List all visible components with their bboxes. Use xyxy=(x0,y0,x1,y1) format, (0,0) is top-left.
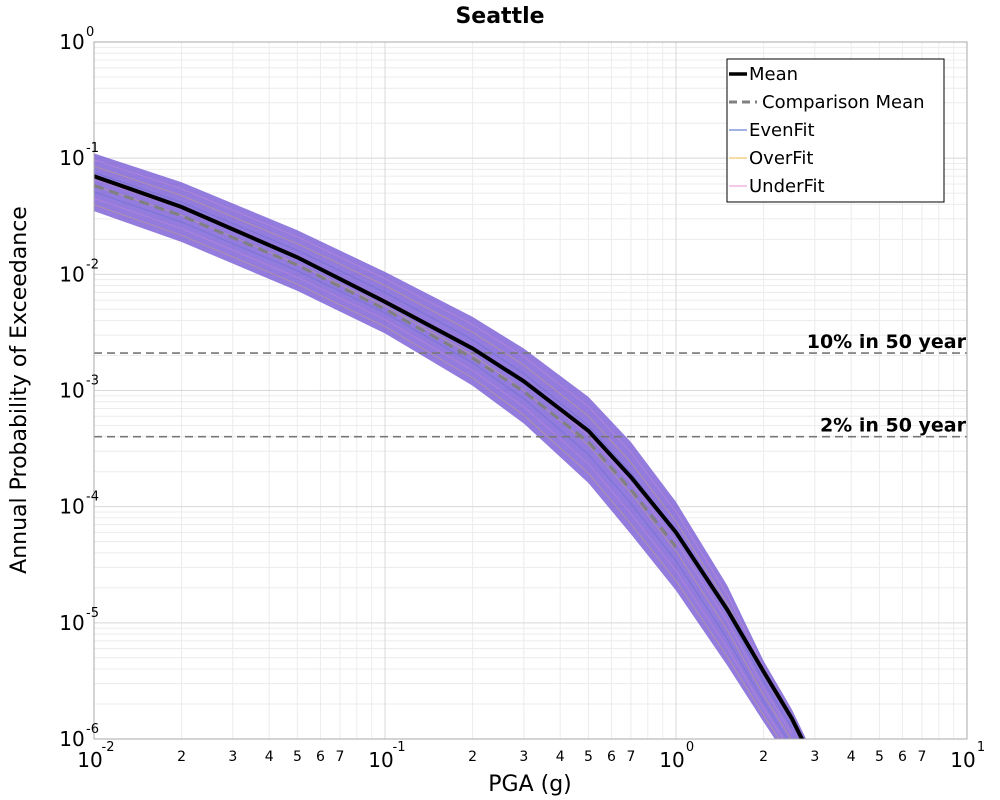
x-minor-tick-label: 5 xyxy=(584,749,593,765)
y-major-tick-label: 10 xyxy=(59,379,84,403)
x-major-tick-exponent: -1 xyxy=(393,740,406,755)
x-minor-tick-label: 2 xyxy=(759,749,768,765)
x-major-tick-exponent: 0 xyxy=(686,740,694,755)
legend-label: OverFit xyxy=(749,148,813,169)
y-major-tick-exponent: -2 xyxy=(86,257,99,272)
x-minor-tick-label: 3 xyxy=(519,749,528,765)
fit-curve xyxy=(94,191,788,739)
x-minor-tick-label: 6 xyxy=(898,749,907,765)
legend-box xyxy=(726,58,945,203)
fit-curve xyxy=(94,165,793,722)
y-major-tick-label: 10 xyxy=(59,495,84,519)
fit-curves-envelope xyxy=(94,153,807,739)
x-minor-tick-label: 4 xyxy=(556,749,565,765)
reference-lines: 10% in 50 year 2% in 50 year xyxy=(94,331,967,438)
mean-series xyxy=(94,174,805,739)
x-minor-tick-label: 4 xyxy=(847,749,856,765)
fit-curve xyxy=(94,197,784,739)
reference-line-label: 10% in 50 year xyxy=(807,331,967,353)
y-major-tick-label: 10 xyxy=(59,611,84,635)
y-major-tick-label: 10 xyxy=(59,262,84,286)
x-axis-label: PGA (g) xyxy=(488,772,572,797)
x-minor-tick-label: 7 xyxy=(626,749,635,765)
legend: Mean Comparison Mean EvenFit OverFit UnderFi… xyxy=(726,58,945,203)
plot-frame xyxy=(93,41,968,740)
x-minor-tick-label: 5 xyxy=(875,749,884,765)
x-minor-tick-label: 3 xyxy=(228,749,237,765)
fit-curve xyxy=(94,204,780,739)
y-major-tick-exponent: -3 xyxy=(86,374,99,389)
legend-label: Comparison Mean xyxy=(762,92,925,113)
legend-label: UnderFit xyxy=(749,176,825,197)
reference-line-label: 2% in 50 year xyxy=(820,415,967,437)
x-major-tick-label: 10 xyxy=(77,748,102,772)
x-minor-tick-label: 4 xyxy=(265,749,274,765)
y-major-tick-exponent: -4 xyxy=(86,490,99,505)
x-major-tick-label: 10 xyxy=(659,748,684,772)
comparison-mean-line xyxy=(94,184,678,548)
y-major-tick-exponent: -5 xyxy=(86,606,99,621)
x-minor-tick-label: 2 xyxy=(468,749,477,765)
mean-line xyxy=(94,174,805,739)
x-minor-tick-label: 5 xyxy=(293,749,302,765)
y-major-tick-label: 10 xyxy=(59,146,84,170)
fit-curve xyxy=(94,159,793,716)
x-minor-tick-label: 6 xyxy=(607,749,616,765)
legend-label: EvenFit xyxy=(749,120,815,141)
x-major-tick-label: 10 xyxy=(368,748,393,772)
legend-label: Mean xyxy=(749,64,798,85)
chart-title: Seattle xyxy=(455,4,544,29)
y-major-tick-label: 10 xyxy=(59,727,84,751)
x-major-tick-exponent: 1 xyxy=(977,740,985,755)
x-minor-tick-label: 7 xyxy=(335,749,344,765)
x-minor-tick-label: 3 xyxy=(810,749,819,765)
x-major-tick-label: 10 xyxy=(950,748,975,772)
y-axis-label: Annual Probability of Exceedance xyxy=(7,206,32,574)
x-major-tick-exponent: -2 xyxy=(102,740,115,755)
x-minor-tick-label: 6 xyxy=(316,749,325,765)
y-major-tick-exponent: -6 xyxy=(86,722,99,737)
y-major-tick-exponent: -1 xyxy=(86,141,99,156)
y-major-tick-exponent: 0 xyxy=(86,25,94,40)
y-major-tick-label: 10 xyxy=(59,30,84,54)
x-minor-tick-label: 2 xyxy=(177,749,186,765)
x-minor-tick-label: 7 xyxy=(917,749,926,765)
